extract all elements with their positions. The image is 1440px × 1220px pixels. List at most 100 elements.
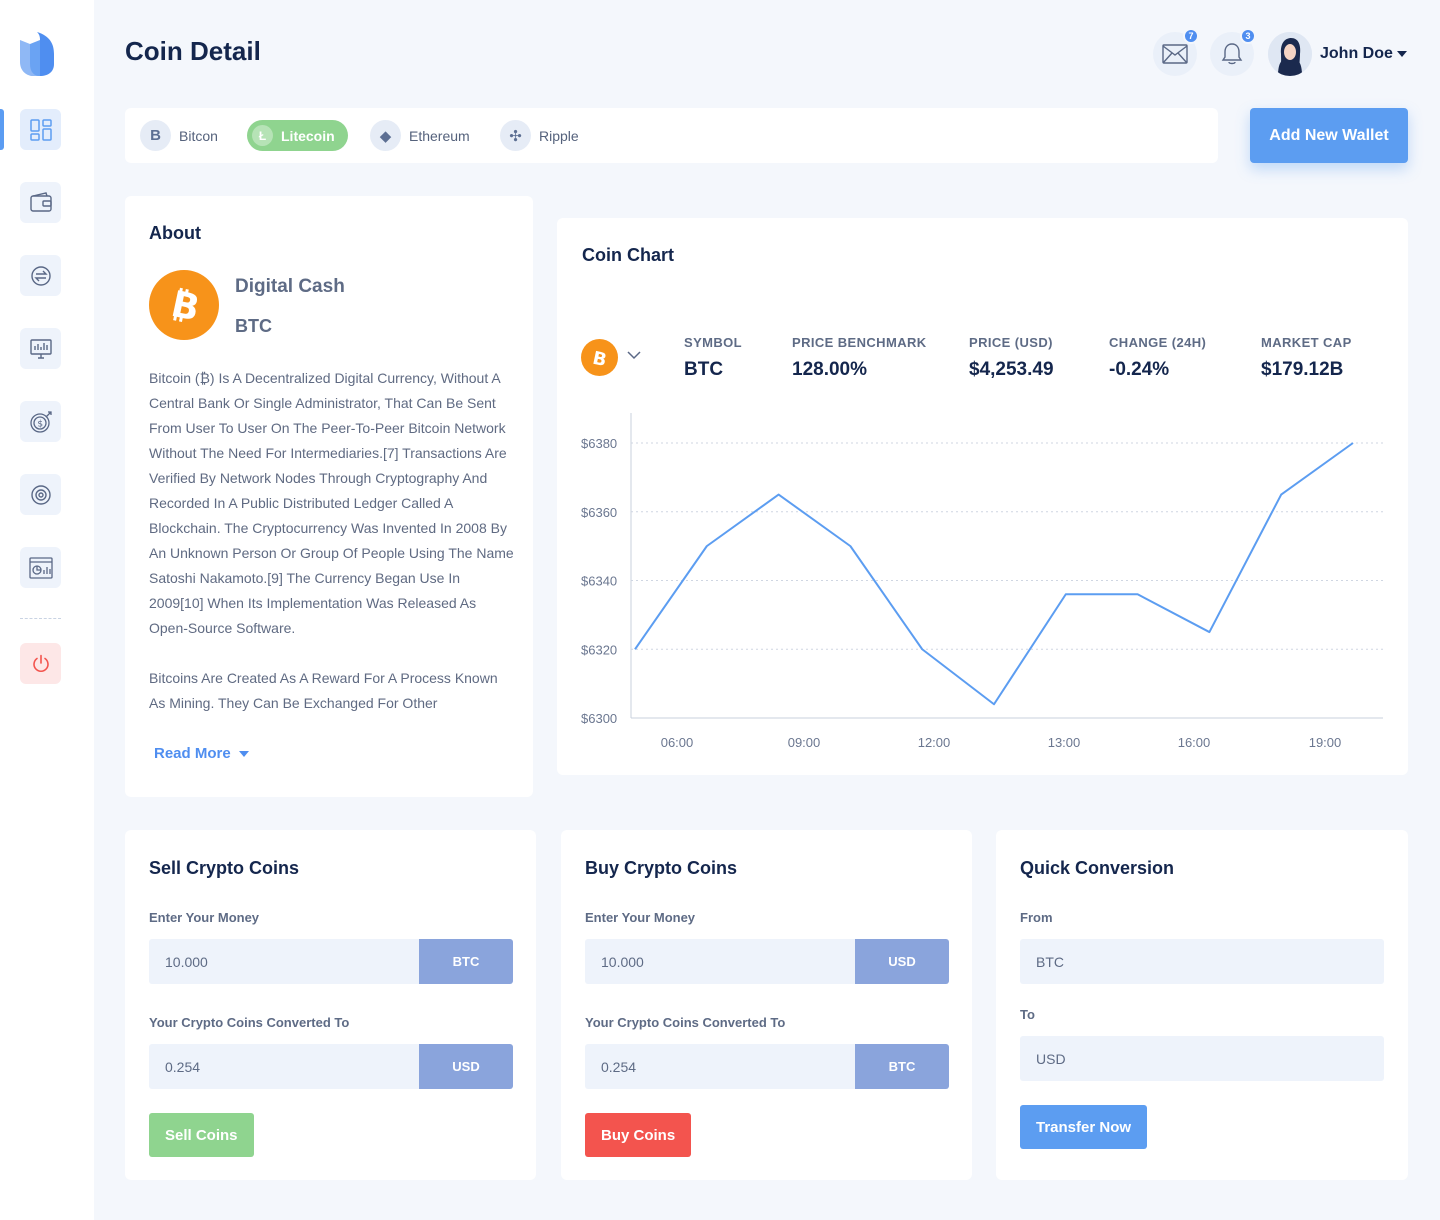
coin-name: Digital Cash (235, 276, 345, 297)
tab-label: Bitcon (179, 127, 218, 144)
monitor-chart-icon (29, 338, 52, 359)
y-tick-label: $6360 (581, 505, 617, 520)
stat-value: $179.12B (1261, 359, 1344, 380)
sell-card: Sell Crypto Coins Enter Your Money BTC Y… (125, 830, 536, 1180)
chevron-down-icon (238, 750, 249, 757)
notifications-button[interactable]: 3 (1210, 28, 1256, 76)
buy-coins-button[interactable]: Buy Coins (585, 1113, 692, 1157)
sell-converted-label: Your Crypto Coins Converted To (149, 1015, 350, 1030)
wallet-icon (29, 191, 52, 212)
about-paragraph-2: Bitcoins Are Created As A Reward For A P… (149, 670, 498, 711)
sidebar-divider (20, 618, 61, 619)
sell-converted-unit[interactable]: USD (419, 1044, 513, 1089)
to-field (1020, 1036, 1384, 1081)
coin-tabs: B Bitcon Ł Litecoin ◆ Ethereum ✣ Ripple (125, 108, 1218, 163)
x-tick-label: 19:00 (1309, 735, 1342, 750)
app-logo (20, 32, 54, 76)
stat-label: CHANGE (24H) (1109, 335, 1207, 350)
stat-value: BTC (684, 359, 724, 380)
stat-label: SYMBOL (684, 335, 743, 350)
y-tick-label: $6380 (581, 436, 617, 451)
from-input[interactable] (1020, 939, 1384, 984)
conversion-title: Quick Conversion (1020, 858, 1175, 878)
notifications-badge: 3 (1240, 28, 1256, 44)
x-tick-label: 13:00 (1048, 735, 1081, 750)
x-tick-label: 16:00 (1178, 735, 1211, 750)
messages-badge: 7 (1183, 28, 1199, 44)
report-window-icon (28, 556, 53, 579)
tab-ripple[interactable]: ✣ Ripple (500, 120, 579, 151)
sidebar-item-settings[interactable] (20, 474, 61, 515)
about-paragraph-1: Bitcoin (₿) Is A Decentralized Digital C… (149, 370, 514, 636)
buy-converted-input[interactable] (585, 1044, 855, 1089)
stat-market-cap: MARKET CAP $179.12B (1261, 335, 1352, 381)
ethereum-icon: ◆ (370, 120, 401, 151)
about-description: Bitcoin (₿) Is A Decentralized Digital C… (149, 366, 514, 716)
chevron-down-icon[interactable] (626, 347, 642, 363)
stat-label: MARKET CAP (1261, 335, 1352, 350)
active-nav-indicator (0, 109, 4, 150)
buy-converted-unit[interactable]: BTC (855, 1044, 949, 1089)
sell-title: Sell Crypto Coins (149, 858, 300, 878)
sidebar-item-dashboard[interactable] (20, 109, 61, 150)
stat-value: -0.24% (1109, 359, 1170, 380)
messages-button[interactable]: 7 (1153, 28, 1199, 76)
stat-label: PRICE (USD) (969, 335, 1053, 350)
about-title: About (149, 223, 201, 243)
coin-chart-card: Coin Chart B SYMBOL BTC PRICE BENCHMARK … (557, 218, 1408, 775)
sell-money-unit[interactable]: BTC (419, 939, 513, 984)
transfer-now-button[interactable]: Transfer Now (1020, 1105, 1148, 1149)
add-new-wallet-button[interactable]: Add New Wallet (1250, 108, 1408, 163)
stat-value: $4,253.49 (969, 359, 1054, 380)
sell-coins-button[interactable]: Sell Coins (149, 1113, 254, 1157)
buy-converted-label: Your Crypto Coins Converted To (585, 1015, 786, 1030)
svg-text:B: B (590, 347, 608, 368)
stat-value: 128.00% (792, 359, 868, 380)
buy-money-field: USD (585, 939, 949, 984)
quick-conversion-card: Quick Conversion From To Transfer Now (996, 830, 1408, 1180)
avatar[interactable] (1268, 32, 1312, 76)
buy-title: Buy Crypto Coins (585, 858, 738, 878)
sell-money-field: BTC (149, 939, 513, 984)
page-title: Coin Detail (125, 36, 261, 66)
x-tick-label: 09:00 (788, 735, 821, 750)
sidebar-item-coins[interactable]: $ (20, 401, 61, 442)
tab-litecoin[interactable]: Ł Litecoin (247, 120, 348, 151)
user-menu-caret-icon[interactable] (1397, 51, 1407, 57)
bitcoin-icon[interactable]: B (581, 339, 618, 376)
read-more-label: Read More (154, 745, 231, 762)
ripple-icon: ✣ (500, 120, 531, 151)
user-name[interactable]: John Doe (1320, 45, 1393, 62)
stat-symbol: SYMBOL BTC (684, 335, 742, 381)
buy-money-unit[interactable]: USD (855, 939, 949, 984)
sidebar-item-exchange[interactable] (20, 255, 61, 296)
sell-converted-field: USD (149, 1044, 513, 1089)
read-more-link[interactable]: Read More (154, 745, 249, 762)
exchange-icon (30, 265, 51, 286)
sidebar-item-trading[interactable] (20, 328, 61, 369)
from-field (1020, 939, 1384, 984)
bell-icon (1221, 43, 1243, 65)
buy-converted-field: BTC (585, 1044, 949, 1089)
coin-target-icon: $ (29, 410, 52, 433)
to-label: To (1020, 1007, 1035, 1022)
sidebar-item-reports[interactable] (20, 547, 61, 588)
buy-money-label: Enter Your Money (585, 910, 696, 925)
sidebar: $ (0, 0, 94, 1220)
logout-button[interactable] (20, 643, 61, 684)
sell-money-input[interactable] (149, 939, 419, 984)
power-icon (32, 654, 49, 672)
tab-ethereum[interactable]: ◆ Ethereum (370, 120, 470, 151)
tab-label: Litecoin (281, 127, 335, 144)
coin-symbol: BTC (235, 316, 272, 336)
y-tick-label: $6320 (581, 642, 617, 657)
tab-bitcoin[interactable]: B Bitcon (140, 120, 218, 151)
about-card: About B Digital Cash BTC Bitcoin (₿) Is … (125, 196, 533, 797)
buy-money-input[interactable] (585, 939, 855, 984)
to-input[interactable] (1020, 1036, 1384, 1081)
stat-change-24h: CHANGE (24H) -0.24% (1109, 335, 1206, 381)
sidebar-item-wallet[interactable] (20, 182, 61, 223)
user-avatar-icon (1268, 32, 1312, 76)
stat-price-benchmark: PRICE BENCHMARK 128.00% (792, 335, 927, 381)
sell-converted-input[interactable] (149, 1044, 419, 1089)
